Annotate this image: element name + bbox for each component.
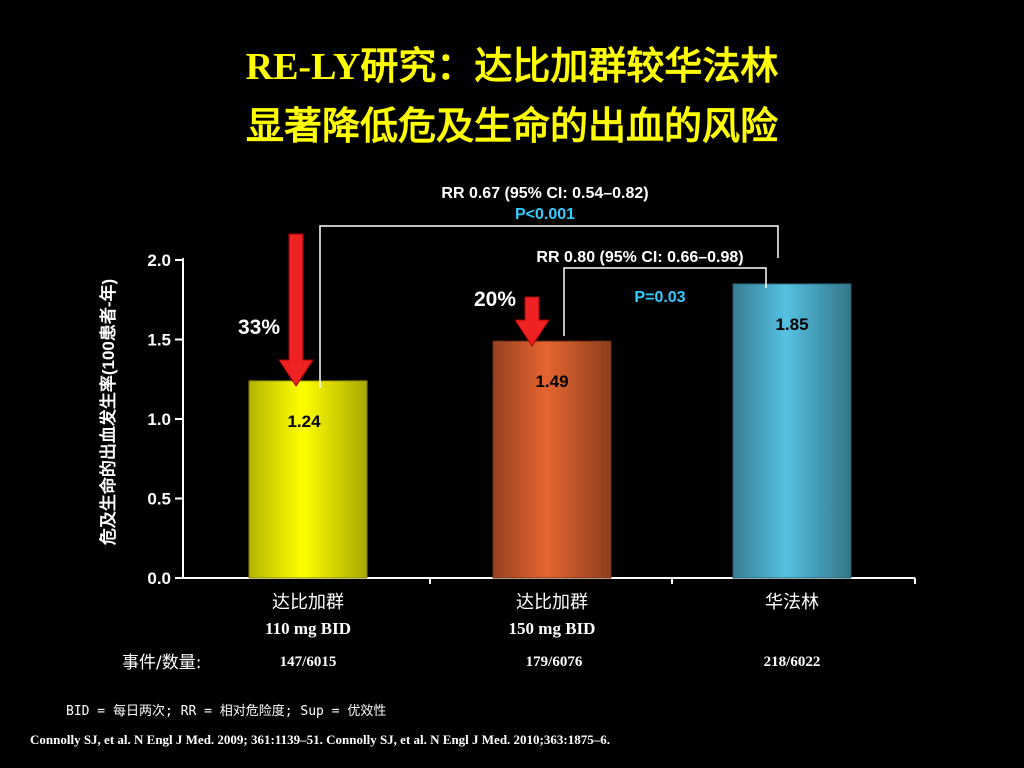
events-row-label: 事件/数量: <box>122 653 201 673</box>
y-tick-label: 0.0 <box>147 569 171 588</box>
comparison-bracket-1 <box>319 225 779 388</box>
bar-3 <box>732 283 852 579</box>
category-label: 达比加群 <box>272 592 344 613</box>
abbreviation-footnote: BID = 每日两次; RR = 相对危险度; Sup = 优效性 <box>66 704 387 719</box>
category-dose-label: 150 mg BID <box>509 619 596 638</box>
comparison-1-p: P<0.001 <box>515 206 575 223</box>
y-axis-label: 危及生命的出血发生率(100患者-年) <box>98 279 118 546</box>
events-count: 147/6015 <box>280 654 337 670</box>
events-count: 218/6022 <box>764 654 821 670</box>
reduction-label: 33% <box>238 316 280 339</box>
category-label: 达比加群 <box>516 592 588 613</box>
y-tick-label: 1.0 <box>147 410 171 429</box>
slide-title-line-1: RE-LY研究：达比加群较华法林 <box>245 46 779 88</box>
slide-title-line-2: 显著降低危及生命的出血的风险 <box>245 106 778 148</box>
y-tick-label: 2.0 <box>147 251 171 270</box>
events-count: 179/6076 <box>526 654 583 670</box>
bar-value-label: 1.24 <box>287 412 321 431</box>
reduction-arrow-2 <box>514 296 550 347</box>
reduction-arrow-1 <box>278 233 314 387</box>
y-tick-label: 0.5 <box>147 490 171 509</box>
comparison-2-p: P=0.03 <box>634 289 685 306</box>
reduction-label: 20% <box>474 288 516 311</box>
comparison-bracket-2 <box>563 267 767 336</box>
citation: Connolly SJ, et al. N Engl J Med. 2009; … <box>30 732 610 747</box>
y-tick-label: 1.5 <box>147 331 171 350</box>
comparison-1-rr: RR 0.67 (95% CI: 0.54–0.82) <box>441 185 648 202</box>
comparison-2-rr: RR 0.80 (95% CI: 0.66–0.98) <box>536 249 743 266</box>
bar-value-label: 1.85 <box>775 315 808 334</box>
bar-value-label: 1.49 <box>535 372 568 391</box>
category-label: 华法林 <box>765 592 819 613</box>
bar-chart: 0.0 0.5 1.0 1.5 2.0 危及生命的出血发生率(100患者-年) 1.24 1.… <box>98 185 916 673</box>
bar-1 <box>248 380 368 579</box>
category-dose-label: 110 mg BID <box>265 619 351 638</box>
bar-2 <box>492 340 612 579</box>
